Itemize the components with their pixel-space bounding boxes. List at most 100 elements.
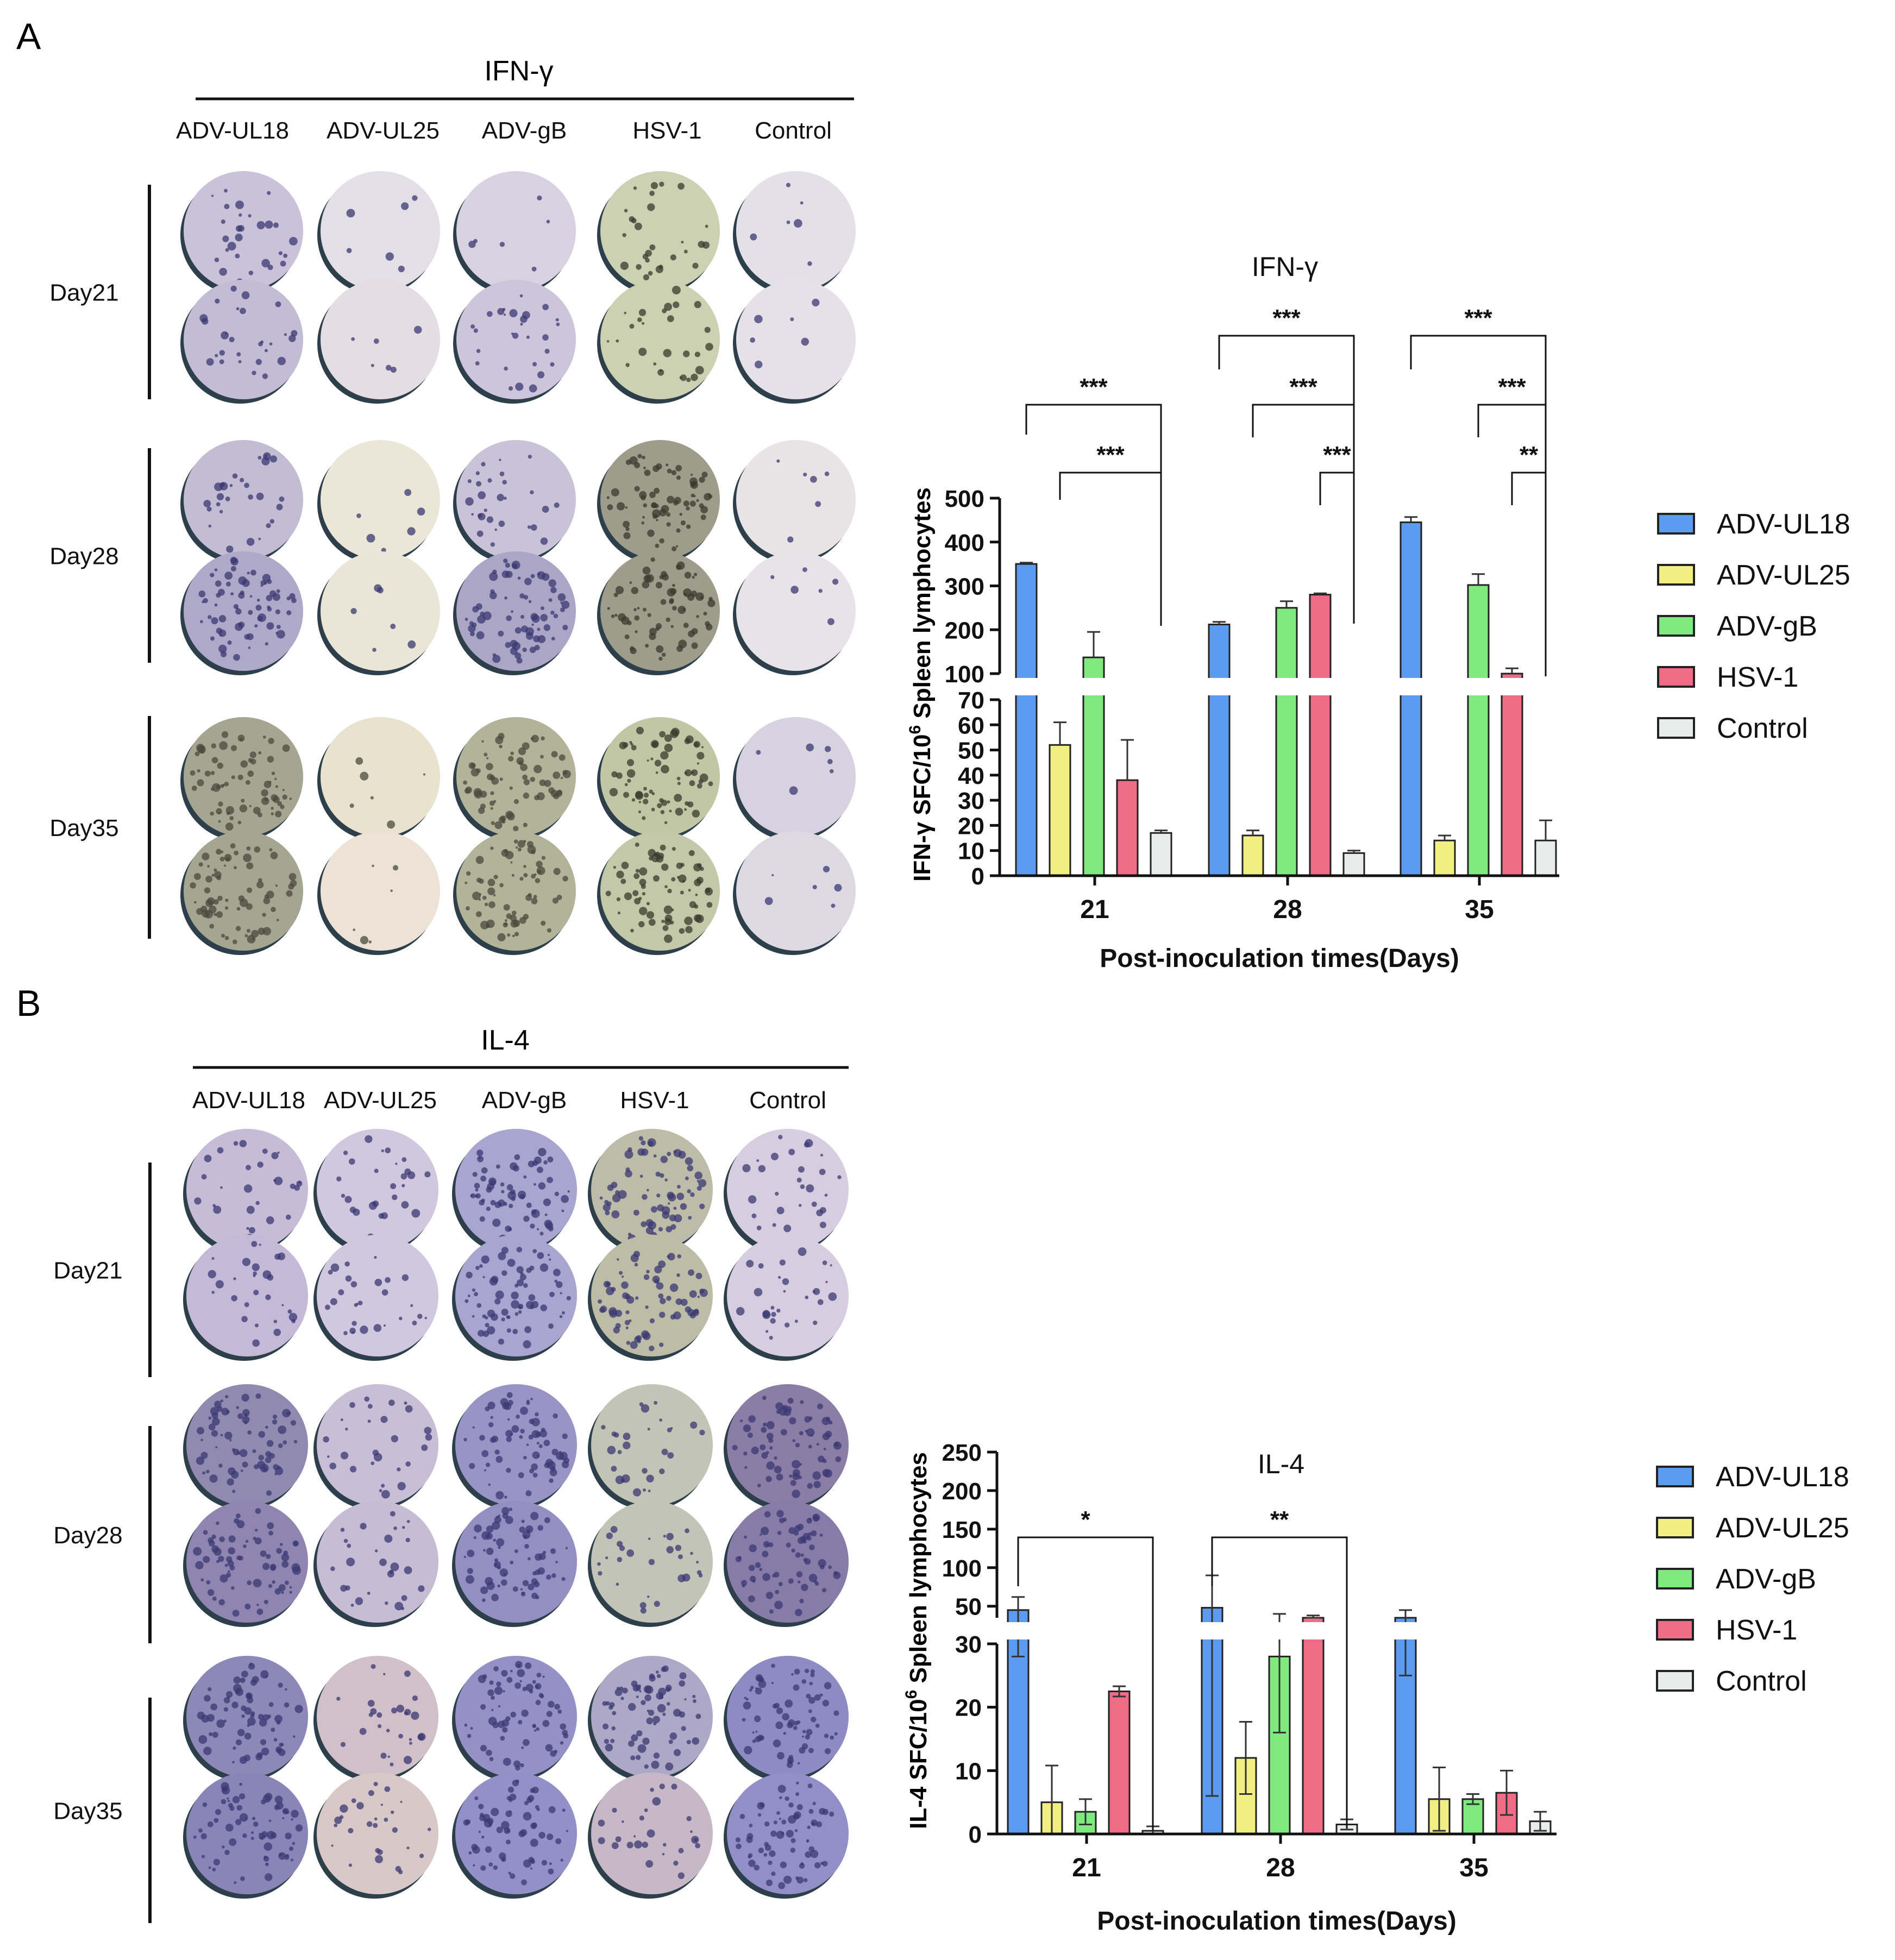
well-spot — [607, 607, 610, 610]
well-spot — [697, 863, 702, 868]
well-spot — [812, 1801, 816, 1806]
well-spot — [677, 183, 685, 190]
well-spot — [496, 1538, 505, 1547]
well-spot — [490, 846, 494, 850]
well-spot — [533, 1183, 536, 1186]
well-spot — [760, 1533, 762, 1536]
well-spot — [371, 1664, 376, 1669]
well-spot — [676, 645, 683, 652]
y-tick-label: 0 — [969, 1821, 982, 1848]
well-spot — [266, 1490, 272, 1496]
well-spot — [494, 1562, 498, 1567]
well-spot — [503, 1690, 505, 1693]
well-spot — [819, 1169, 826, 1176]
well-spot — [681, 241, 684, 244]
well-spot — [666, 617, 670, 623]
significance-label: *** — [1080, 374, 1108, 400]
well-spot — [794, 1320, 798, 1323]
well-spot — [264, 349, 268, 353]
well-spot — [268, 1584, 272, 1588]
well-spot — [274, 1473, 277, 1475]
y-tick-label: 100 — [945, 661, 984, 688]
well-spot — [278, 1682, 283, 1688]
well-spot — [806, 743, 814, 752]
legend-label: ADV-UL25 — [1716, 1512, 1849, 1544]
well-spot — [540, 1304, 548, 1311]
well-spot — [792, 1469, 800, 1477]
well-spot — [225, 1394, 229, 1399]
well-spot — [246, 846, 251, 851]
well-spot — [498, 520, 505, 527]
well-spot — [635, 630, 638, 633]
well-spot — [293, 1440, 298, 1443]
well-spot — [519, 1680, 522, 1682]
well-spot — [253, 1821, 259, 1827]
well-spot — [203, 1747, 212, 1755]
well-spot — [526, 1267, 532, 1273]
elispot-well — [321, 717, 440, 837]
well-spot — [778, 1882, 786, 1889]
well-spot — [647, 1428, 650, 1431]
well-spot — [508, 756, 514, 762]
well-spot — [641, 322, 645, 325]
well-spot — [407, 1171, 416, 1179]
well-spot — [247, 1697, 254, 1704]
well-spot — [796, 1804, 803, 1811]
well-spot — [360, 1325, 368, 1334]
well-spot — [239, 213, 242, 217]
well-spot — [696, 499, 699, 502]
well-spot — [827, 618, 834, 625]
well-spot — [291, 330, 298, 337]
well-spot — [705, 888, 711, 893]
well-spot — [814, 1694, 821, 1701]
well-spot — [656, 1674, 661, 1679]
well-spot — [602, 1701, 607, 1706]
well-spot — [553, 1413, 558, 1419]
well-spot — [503, 558, 508, 563]
well-spot — [238, 576, 247, 585]
well-spot — [652, 509, 661, 518]
well-spot — [630, 1755, 636, 1761]
well-spot — [801, 1584, 808, 1591]
well-spot — [211, 783, 221, 792]
well-spot — [813, 1287, 820, 1295]
well-spot — [211, 1534, 216, 1539]
well-spot — [233, 1746, 236, 1750]
elispot-well — [184, 440, 303, 560]
well-spot — [404, 489, 412, 496]
well-spot — [830, 1735, 834, 1740]
well-spot — [218, 615, 227, 623]
well-spot — [607, 1446, 616, 1455]
well-spot — [635, 842, 639, 847]
well-spot — [609, 1309, 618, 1318]
well-spot — [496, 1826, 503, 1833]
well-spot — [288, 883, 294, 890]
well-spot — [390, 1183, 397, 1189]
well-spot — [699, 1289, 705, 1294]
elispot-well — [321, 831, 440, 951]
well-spot — [521, 625, 528, 633]
well-spot — [405, 1461, 411, 1467]
x-tick-label: 21 — [1080, 895, 1109, 924]
well-spot — [519, 877, 524, 881]
well-spot — [524, 1544, 529, 1549]
well-spot — [520, 1763, 524, 1768]
well-spot — [783, 1732, 786, 1735]
well-spot — [276, 630, 285, 639]
well-spot — [239, 1449, 248, 1458]
well-spot — [556, 1452, 564, 1460]
well-spot — [517, 1663, 520, 1667]
y-tick-label: 0 — [971, 863, 984, 890]
well-spot — [486, 311, 493, 317]
well-spot — [240, 478, 244, 482]
y-tick-label: 30 — [955, 1631, 982, 1658]
legend-label: HSV-1 — [1717, 662, 1798, 693]
well-spot — [691, 373, 698, 381]
well-spot — [686, 506, 690, 511]
well-spot — [510, 1711, 517, 1718]
well-spot — [513, 799, 519, 805]
well-spot — [695, 893, 698, 896]
well-spot — [783, 1875, 792, 1884]
well-spot — [520, 1406, 528, 1415]
well-spot — [638, 921, 645, 928]
